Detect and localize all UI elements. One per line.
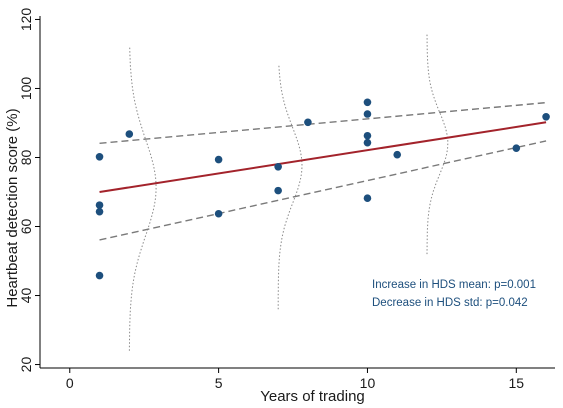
x-tick-label: 15 bbox=[509, 375, 525, 391]
distribution-curve bbox=[426, 33, 449, 255]
y-tick-label: 100 bbox=[18, 77, 34, 101]
data-point bbox=[363, 110, 372, 118]
x-tick-label: 10 bbox=[360, 375, 376, 391]
y-tick-label: 60 bbox=[18, 219, 34, 235]
data-point bbox=[95, 271, 104, 280]
x-axis-label: Years of trading bbox=[260, 388, 365, 405]
data-point bbox=[363, 194, 372, 203]
data-point bbox=[542, 112, 550, 121]
data-point bbox=[95, 201, 104, 209]
data-point bbox=[512, 144, 521, 152]
x-tick-label: 5 bbox=[215, 375, 223, 391]
regression-line bbox=[99, 121, 547, 193]
y-axis-label: Heartbeat detection score (%) bbox=[4, 108, 21, 307]
data-point bbox=[125, 130, 134, 138]
data-point bbox=[274, 163, 282, 171]
y-axis-ticks: 20 40 60 80 100 120 bbox=[18, 8, 40, 373]
distribution-curve bbox=[277, 64, 303, 310]
data-points bbox=[95, 98, 550, 280]
lower-band-line bbox=[99, 140, 547, 241]
data-point bbox=[393, 150, 402, 159]
data-point bbox=[304, 118, 312, 127]
distribution-curves bbox=[128, 33, 449, 351]
data-point bbox=[95, 153, 104, 161]
x-tick-label: 0 bbox=[66, 375, 74, 391]
data-point bbox=[363, 98, 372, 107]
annotations: Increase in HDS mean: p=0.001 Decrease in… bbox=[372, 279, 536, 309]
data-point bbox=[363, 131, 372, 140]
annotation-text: Decrease in HDS std: p=0.042 bbox=[372, 297, 528, 309]
fit-line bbox=[99, 121, 547, 193]
data-point bbox=[274, 186, 282, 195]
y-tick-label: 20 bbox=[18, 357, 34, 373]
confidence-band-lines bbox=[99, 101, 547, 241]
x-axis-ticks: 0 5 10 15 bbox=[66, 368, 524, 391]
y-tick-label: 80 bbox=[18, 149, 34, 165]
data-point bbox=[95, 207, 104, 216]
distribution-curve bbox=[128, 47, 157, 351]
y-tick-label: 120 bbox=[18, 8, 34, 32]
axes: 20 40 60 80 100 120 0 5 10 15 bbox=[18, 8, 555, 391]
data-point bbox=[214, 209, 223, 218]
data-point bbox=[363, 138, 372, 147]
annotation-text: Increase in HDS mean: p=0.001 bbox=[372, 279, 536, 291]
y-tick-label: 40 bbox=[18, 288, 34, 304]
upper-band-line bbox=[99, 101, 547, 145]
data-point bbox=[214, 155, 223, 164]
